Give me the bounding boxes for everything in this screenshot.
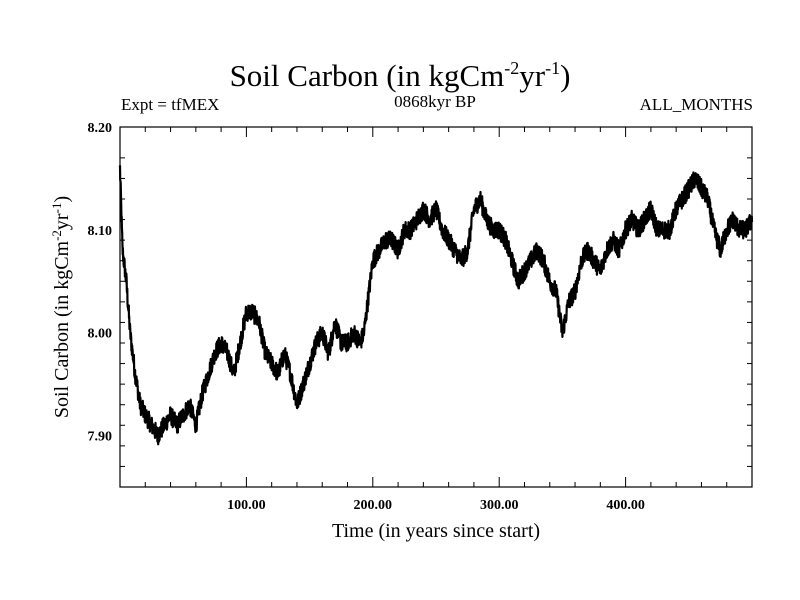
months-label: ALL_MONTHS bbox=[639, 95, 753, 114]
plot-frame bbox=[119, 126, 753, 488]
y-tick-label: 8.20 bbox=[88, 121, 113, 136]
tick-labels: 100.00 200.00 300.00 400.00 7.90 8.00 8.10 8.20 bbox=[88, 121, 645, 513]
experiment-label: Expt = tfMEX bbox=[121, 95, 220, 114]
y-axis-title: Soil Carbon (in kgCm-2yr-1) bbox=[49, 196, 74, 418]
x-axis-title: Time (in years since start) bbox=[332, 520, 540, 542]
period-label: 0868kyr BP bbox=[394, 92, 476, 111]
x-tick-label: 100.00 bbox=[227, 498, 266, 513]
data-series-line bbox=[118, 165, 754, 446]
y-tick-label: 8.00 bbox=[88, 327, 113, 342]
y-tick-label: 8.10 bbox=[88, 224, 113, 239]
y-tick-label: 7.90 bbox=[88, 430, 113, 445]
x-tick-label: 400.00 bbox=[606, 498, 645, 513]
chart-title: Soil Carbon (in kgCm-2yr-1) bbox=[229, 58, 571, 93]
x-tick-label: 300.00 bbox=[480, 498, 519, 513]
axis-ticks bbox=[120, 127, 752, 487]
x-tick-label: 200.00 bbox=[354, 498, 393, 513]
